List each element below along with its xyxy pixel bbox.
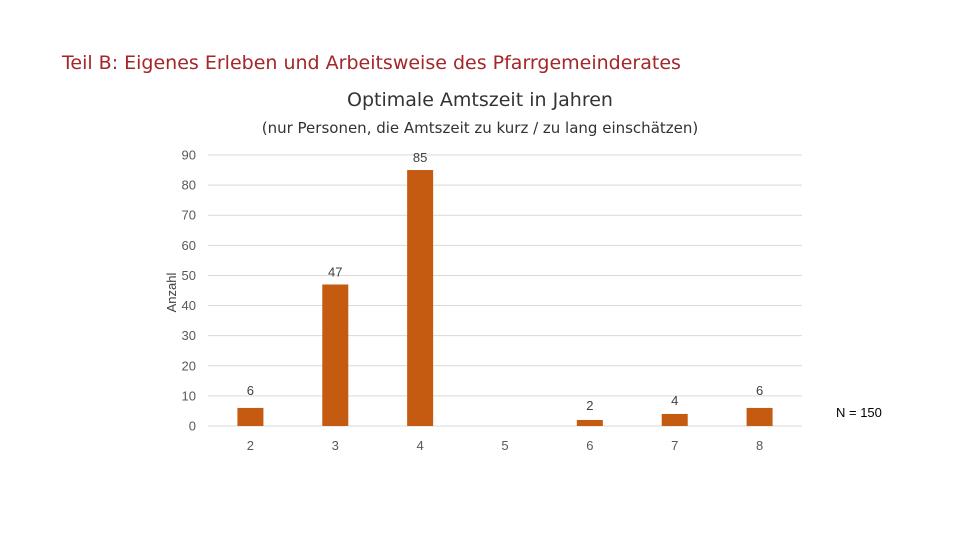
x-tick-label: 2 — [247, 438, 254, 453]
data-label: 6 — [247, 383, 254, 398]
data-label: 2 — [586, 398, 593, 413]
x-tick-label: 5 — [501, 438, 508, 453]
bar — [661, 413, 688, 426]
y-tick-label: 20 — [182, 358, 196, 373]
bar — [237, 407, 264, 426]
y-tick-label: 0 — [189, 419, 196, 434]
y-tick-label: 30 — [182, 328, 196, 343]
y-tick-label: 10 — [182, 388, 196, 403]
y-tick-label: 50 — [182, 268, 196, 283]
y-tick-label: 70 — [182, 208, 196, 223]
bars — [237, 170, 773, 426]
data-label: 4 — [671, 393, 678, 408]
x-axis-ticks: 2 3 4 5 6 7 8 — [247, 438, 763, 453]
y-tick-label: 90 — [182, 148, 196, 163]
data-label: 47 — [328, 264, 342, 279]
y-tick-label: 60 — [182, 238, 196, 253]
gridlines — [208, 154, 802, 427]
chart-title: Optimale Amtszeit in Jahren — [347, 89, 613, 111]
data-label: 85 — [413, 150, 427, 165]
y-axis-label: Anzahl — [164, 273, 179, 313]
y-axis-ticks: 0 10 20 30 40 50 60 70 80 90 — [182, 148, 196, 434]
x-tick-label: 8 — [756, 438, 763, 453]
sample-size-note: N = 150 — [836, 405, 882, 420]
chart-subtitle: (nur Personen, die Amtszeit zu kurz / zu… — [261, 119, 699, 137]
y-tick-label: 80 — [182, 178, 196, 193]
bar — [322, 284, 349, 426]
x-tick-label: 3 — [332, 438, 339, 453]
y-tick-label: 40 — [182, 298, 196, 313]
data-labels: 6 47 85 2 4 6 — [247, 150, 763, 413]
x-tick-label: 7 — [671, 438, 678, 453]
bar — [407, 170, 434, 426]
bar — [746, 407, 773, 426]
data-label: 6 — [756, 383, 763, 398]
x-tick-label: 6 — [586, 438, 593, 453]
slide-heading: Teil B: Eigenes Erleben und Arbeitsweise… — [62, 52, 681, 74]
x-tick-label: 4 — [417, 438, 424, 453]
bar — [576, 419, 603, 426]
